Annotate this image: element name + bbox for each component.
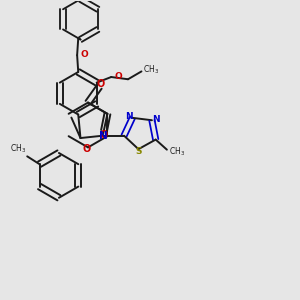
Text: CH$_3$: CH$_3$ [169,145,185,158]
Text: CH$_3$: CH$_3$ [10,142,26,155]
Text: O: O [114,72,122,81]
Text: O: O [97,79,105,89]
Text: N: N [152,115,159,124]
Text: O: O [80,50,88,59]
Text: N: N [125,112,133,122]
Text: O: O [82,144,91,154]
Text: S: S [136,147,142,156]
Text: CH$_3$: CH$_3$ [143,64,159,76]
Text: O: O [100,130,108,140]
Text: N: N [99,131,107,141]
